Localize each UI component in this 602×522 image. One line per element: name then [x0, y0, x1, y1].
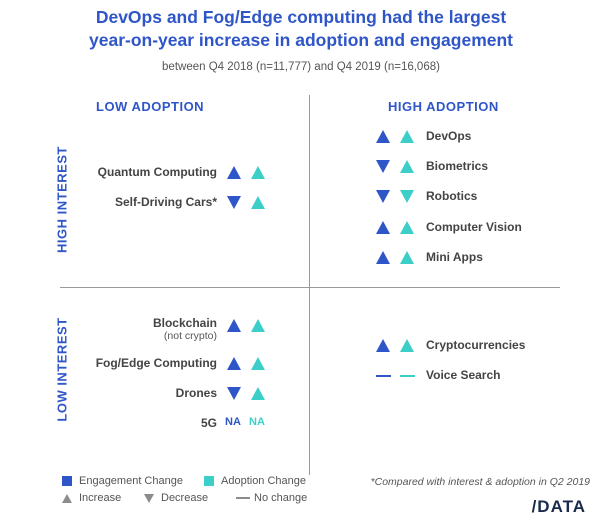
adoption-increase-icon [251, 166, 265, 179]
increase-legend-icon [62, 494, 72, 503]
engagement-increase-icon [227, 319, 241, 332]
item-label-fog-edge-computing: Fog/Edge Computing [95, 356, 217, 370]
adoption-increase-icon [400, 130, 414, 143]
indicator-robotics [376, 190, 414, 203]
engagement-decrease-icon [227, 387, 241, 400]
increase-legend-label: Increase [79, 492, 122, 504]
engagement-legend-swatch [62, 476, 72, 486]
adoption-legend-swatch [204, 476, 214, 486]
item-label-quantum-computing: Quantum Computing [97, 165, 217, 179]
indicator-devops [376, 130, 414, 143]
indicator-blockchain [227, 319, 265, 332]
chart-title-line-1: DevOps and Fog/Edge computing had the la… [95, 7, 507, 27]
engagement-decrease-icon [376, 160, 390, 173]
engagement-increase-icon [227, 357, 241, 370]
indicator-mini-apps [376, 251, 414, 264]
indicator-biometrics [376, 160, 414, 173]
footnote: *Compared with interest & adoption in Q2… [370, 476, 590, 488]
engagement-increase-icon [376, 130, 390, 143]
indicator-fog-edge-computing [227, 357, 265, 370]
engagement-increase-icon [376, 251, 390, 264]
adoption-increase-icon [400, 339, 414, 352]
item-label-voice-search: Voice Search [426, 368, 501, 382]
horizontal-axis-divider [60, 287, 560, 288]
engagement-decrease-icon [376, 190, 390, 203]
data-logo: /DATA [531, 497, 586, 516]
indicator-computer-vision [376, 221, 414, 234]
item-label-self-driving-cars: Self-Driving Cars* [114, 195, 217, 209]
decrease-legend-label: Decrease [161, 492, 209, 504]
chart-subtitle: between Q4 2018 (n=11,777) and Q4 2019 (… [162, 61, 440, 73]
item-label-mini-apps: Mini Apps [426, 250, 483, 264]
adoption-increase-icon [251, 387, 265, 400]
item-label-robotics: Robotics [426, 189, 478, 203]
indicator-cryptocurrencies [376, 339, 414, 352]
indicator-drones [227, 387, 265, 400]
engagement-decrease-icon [227, 196, 241, 209]
vertical-axis-divider [309, 95, 310, 475]
item-label-cryptocurrencies: Cryptocurrencies [426, 338, 526, 352]
engagement-no-change-icon [376, 375, 391, 377]
high-adoption-header: HIGH ADOPTION [388, 99, 499, 114]
indicator-self-driving-cars [227, 196, 265, 209]
low-interest-label: LOW INTEREST [54, 317, 70, 422]
no-change-legend-label: No change [254, 492, 308, 504]
item-sublabel-blockchain: (not crypto) [163, 330, 217, 342]
item-label-blockchain: Blockchain [152, 316, 217, 330]
adoption-increase-icon [251, 196, 265, 209]
no-change-legend-icon [236, 497, 250, 499]
high-interest-label: HIGH INTEREST [54, 146, 70, 253]
adoption-legend-label: Adoption Change [221, 475, 307, 487]
engagement-na-5g: NA [225, 416, 241, 428]
decrease-legend-icon [144, 494, 154, 503]
adoption-increase-icon [251, 319, 265, 332]
adoption-increase-icon [251, 357, 265, 370]
adoption-na-5g: NA [249, 416, 265, 428]
low-adoption-header: LOW ADOPTION [96, 99, 205, 114]
indicator-quantum-computing [227, 166, 265, 179]
adoption-no-change-icon [400, 375, 415, 377]
item-label-drones: Drones [175, 386, 217, 400]
item-label-biometrics: Biometrics [426, 159, 489, 173]
adoption-increase-icon [400, 160, 414, 173]
engagement-increase-icon [227, 166, 241, 179]
engagement-increase-icon [376, 339, 390, 352]
engagement-increase-icon [376, 221, 390, 234]
indicator-voice-search [376, 375, 415, 377]
adoption-decrease-icon [400, 190, 414, 203]
adoption-increase-icon [400, 221, 414, 234]
item-label-devops: DevOps [426, 129, 472, 143]
item-label-computer-vision: Computer Vision [426, 220, 522, 234]
item-label-5g: 5G [200, 416, 217, 430]
adoption-increase-icon [400, 251, 414, 264]
engagement-legend-label: Engagement Change [79, 475, 183, 487]
chart-title-line-2: year-on-year increase in adoption and en… [89, 30, 513, 50]
